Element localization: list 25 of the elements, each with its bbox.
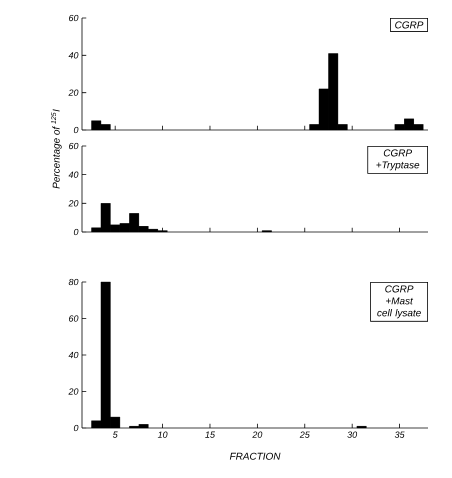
y-tick-label: 80 [68, 278, 78, 286]
y-tick-label: 0 [74, 228, 78, 236]
y-tick-label: 0 [74, 126, 78, 134]
y-tick-label: 0 [74, 424, 78, 432]
chart-title: CGRP [395, 21, 424, 28]
text: CGRP +Tryptase [376, 149, 420, 170]
y-axis-title: Percentage of $^{125}$I [51, 109, 62, 189]
x-axis-title: FRACTION [230, 452, 280, 460]
y-tick-label: 40 [68, 171, 78, 178]
x-tick-label: 20 [252, 432, 262, 438]
x-tick-label: 30 [347, 432, 358, 438]
x-tick-label: 5 [112, 432, 118, 438]
y-tick-label: 20 [68, 388, 78, 395]
y-tick-label: 60 [69, 142, 78, 150]
x-tick-label: 25 [300, 432, 310, 438]
y-tick-label: 20 [68, 200, 78, 207]
y-tick-label: 40 [68, 52, 78, 59]
y-tick-label: 40 [68, 352, 78, 358]
x-tick-label: 10 [158, 432, 168, 438]
x-tick-label: 15 [205, 432, 215, 438]
y-tick-label: 20 [68, 89, 78, 96]
text: CGRP +Mast cell lysate [377, 285, 421, 318]
y-tick-label: 60 [69, 14, 78, 22]
x-tick-label: 35 [394, 432, 405, 438]
y-tick-label: 60 [69, 315, 78, 322]
